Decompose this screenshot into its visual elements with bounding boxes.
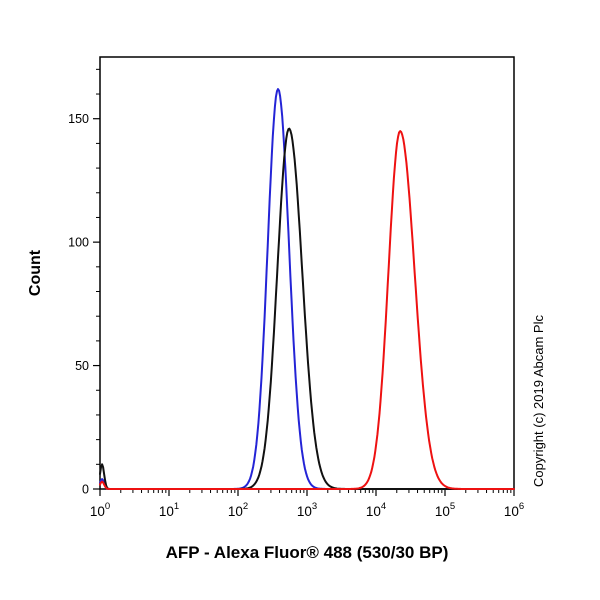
y-axis-tick-label: 50	[75, 359, 89, 373]
red-curve	[99, 130, 515, 490]
y-axis-title: Count	[27, 249, 44, 296]
plot-frame	[99, 56, 515, 490]
x-axis-tick-label: 104	[366, 501, 386, 519]
y-axis-tick-label: 0	[82, 483, 89, 497]
x-axis-tick-label: 100	[90, 501, 110, 519]
x-axis-title: AFP - Alexa Fluor® 488 (530/30 BP)	[166, 543, 449, 562]
x-axis-tick-label: 102	[228, 501, 248, 519]
x-axis-tick-label: 106	[504, 501, 524, 519]
plot-generated-content: 100 101 102 103 104 105 106 0 50 100 150	[68, 56, 524, 519]
y-axis-tick-label: 100	[68, 236, 89, 250]
y-axis-tick-label: 150	[68, 112, 89, 126]
x-axis-tick-label: 103	[297, 501, 317, 519]
black-curve	[99, 127, 515, 490]
copyright-text: Copyright (c) 2019 Abcam Plc	[531, 315, 546, 487]
x-axis-tick-label: 101	[159, 501, 179, 519]
blue-curve	[99, 88, 515, 490]
x-axis-tick-label: 105	[435, 501, 455, 519]
